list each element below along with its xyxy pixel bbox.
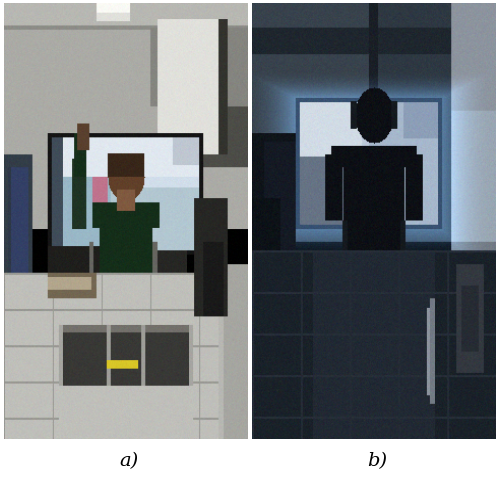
Text: a): a) bbox=[120, 451, 139, 469]
Text: b): b) bbox=[368, 451, 388, 469]
